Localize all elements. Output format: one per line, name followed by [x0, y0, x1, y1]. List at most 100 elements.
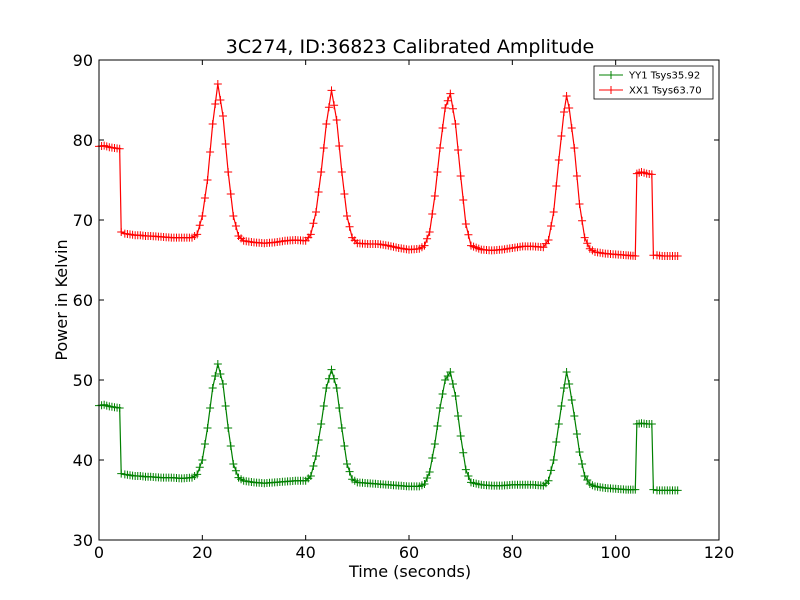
data-point-marker [420, 241, 429, 250]
data-point-marker [216, 96, 225, 104]
data-point-marker [464, 230, 473, 239]
data-point-marker [219, 112, 227, 120]
data-point-marker [195, 221, 204, 230]
data-point-marker [330, 374, 339, 383]
data-point-marker [456, 432, 465, 440]
data-point-marker [206, 404, 215, 412]
x-tick-label: 60 [399, 543, 419, 562]
data-point-marker [343, 212, 351, 220]
data-point-marker [335, 142, 344, 150]
data-point-marker [226, 190, 235, 198]
data-point-marker [560, 384, 568, 392]
x-tick-label: 120 [704, 543, 735, 562]
legend-label-yy1: YY1 Tsys35.92 [628, 71, 700, 82]
data-point-marker [572, 172, 581, 180]
y-tick-label: 30 [73, 531, 93, 550]
data-point-marker [219, 380, 227, 388]
data-point-marker [345, 222, 354, 231]
data-point-marker [327, 86, 336, 95]
data-point-marker [198, 456, 207, 464]
data-point-marker [459, 196, 468, 204]
data-point-marker [231, 222, 240, 230]
data-point-marker [631, 252, 640, 260]
data-point-marker [229, 460, 238, 468]
x-tick-label: 80 [502, 543, 522, 562]
data-point-marker [213, 360, 222, 368]
data-point-marker [206, 148, 215, 156]
data-point-marker [195, 463, 204, 472]
data-point-marker [317, 420, 326, 428]
data-point-marker [451, 392, 460, 400]
data-point-marker [332, 384, 341, 392]
data-point-marker [578, 460, 587, 468]
data-point-marker [322, 120, 331, 128]
data-point-marker [456, 172, 465, 180]
data-point-marker [552, 182, 561, 190]
x-tick-label: 100 [600, 543, 631, 562]
data-point-marker [565, 104, 574, 112]
legend-label-xx1: XX1 Tsys63.70 [629, 86, 702, 97]
legend: YY1 Tsys35.92 XX1 Tsys63.70 [593, 65, 714, 100]
data-point-marker [327, 365, 336, 374]
data-point-marker [213, 80, 222, 88]
data-point-marker [314, 436, 323, 444]
data-point-marker [306, 230, 315, 239]
data-point-marker [345, 467, 354, 476]
data-point-marker [583, 239, 592, 248]
data-point-marker [322, 384, 331, 392]
data-point-marker [335, 404, 344, 412]
x-tick-label: 40 [295, 543, 315, 562]
data-point-marker [216, 370, 225, 378]
legend-marker-xx1 [607, 86, 615, 94]
data-point-marker [430, 192, 439, 200]
data-point-marker [319, 144, 328, 152]
data-point-marker [438, 124, 447, 132]
legend-box [593, 65, 714, 100]
data-point-marker [224, 168, 233, 176]
data-point-marker [433, 422, 442, 430]
x-tick-label: 0 [94, 543, 104, 562]
data-point-marker [332, 116, 341, 124]
data-point-marker [443, 96, 452, 105]
data-point-marker [428, 210, 437, 218]
legend-marker-yy1 [607, 71, 615, 79]
data-point-marker [567, 124, 576, 132]
data-point-marker [312, 208, 320, 216]
data-point-marker [198, 212, 207, 220]
data-point-marker [314, 188, 323, 196]
series-xx1 [95, 80, 682, 260]
data-point-marker [430, 440, 439, 448]
series-layer [95, 80, 682, 495]
data-point-marker [441, 104, 450, 112]
data-point-marker [193, 470, 202, 479]
data-point-marker [193, 230, 202, 239]
data-point-marker [425, 228, 434, 236]
data-point-marker [544, 476, 553, 485]
data-point-marker [647, 420, 656, 428]
data-point-marker [438, 390, 447, 398]
data-point-marker [317, 168, 326, 176]
data-point-marker [117, 228, 126, 236]
data-point-marker [547, 466, 556, 475]
data-point-marker [459, 448, 468, 457]
data-point-marker [560, 108, 568, 116]
data-point-marker [200, 440, 209, 448]
data-point-marker [340, 442, 349, 450]
data-point-marker [549, 456, 558, 464]
data-point-marker [570, 412, 579, 420]
data-point-marker [446, 89, 455, 98]
data-point-marker [436, 144, 444, 152]
data-point-marker [570, 144, 579, 152]
data-point-marker [557, 132, 566, 140]
data-point-marker [567, 396, 576, 404]
y-tick-label: 70 [73, 211, 93, 230]
data-point-marker [428, 454, 437, 462]
data-point-marker [340, 190, 349, 198]
data-point-marker [544, 236, 553, 244]
data-point-marker [337, 168, 346, 176]
data-point-marker [312, 452, 320, 460]
data-point-marker [649, 485, 658, 494]
data-point-marker [425, 468, 434, 476]
data-point-marker [647, 170, 656, 179]
data-point-marker [454, 146, 463, 154]
